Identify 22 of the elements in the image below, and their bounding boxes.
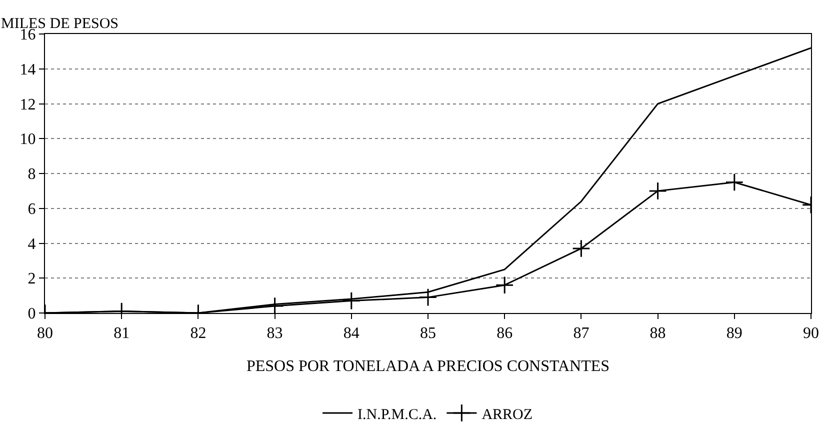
legend-label: I.N.P.M.C.A. [358,406,437,423]
y-tick-label: 12 [20,96,36,114]
x-tick-label: 82 [190,325,206,342]
y-tick-label: 4 [28,236,36,253]
y-tick-label: 10 [20,131,36,148]
x-tick-label: 84 [343,325,360,342]
y-tick-label: 0 [28,306,36,323]
x-tick-label: 83 [266,325,283,342]
y-tick-label: 8 [28,166,36,184]
x-tick-label: 87 [573,325,590,342]
y-tick-label: 6 [28,200,36,218]
x-axis-title: PESOS POR TONELADA A PRECIOS CONSTANTES [246,358,610,375]
y-tick-label: 2 [28,270,36,288]
y-tick-label: 14 [20,61,36,78]
x-tick-label: 88 [650,325,666,342]
x-tick-label: 89 [726,325,742,342]
x-tick-label: 81 [114,325,130,342]
x-tick-label: 86 [496,325,513,342]
x-tick-label: 85 [420,325,436,342]
x-tick-label: 80 [37,325,53,342]
x-tick-label: 90 [803,325,819,342]
legend-label: ARROZ [482,406,533,423]
